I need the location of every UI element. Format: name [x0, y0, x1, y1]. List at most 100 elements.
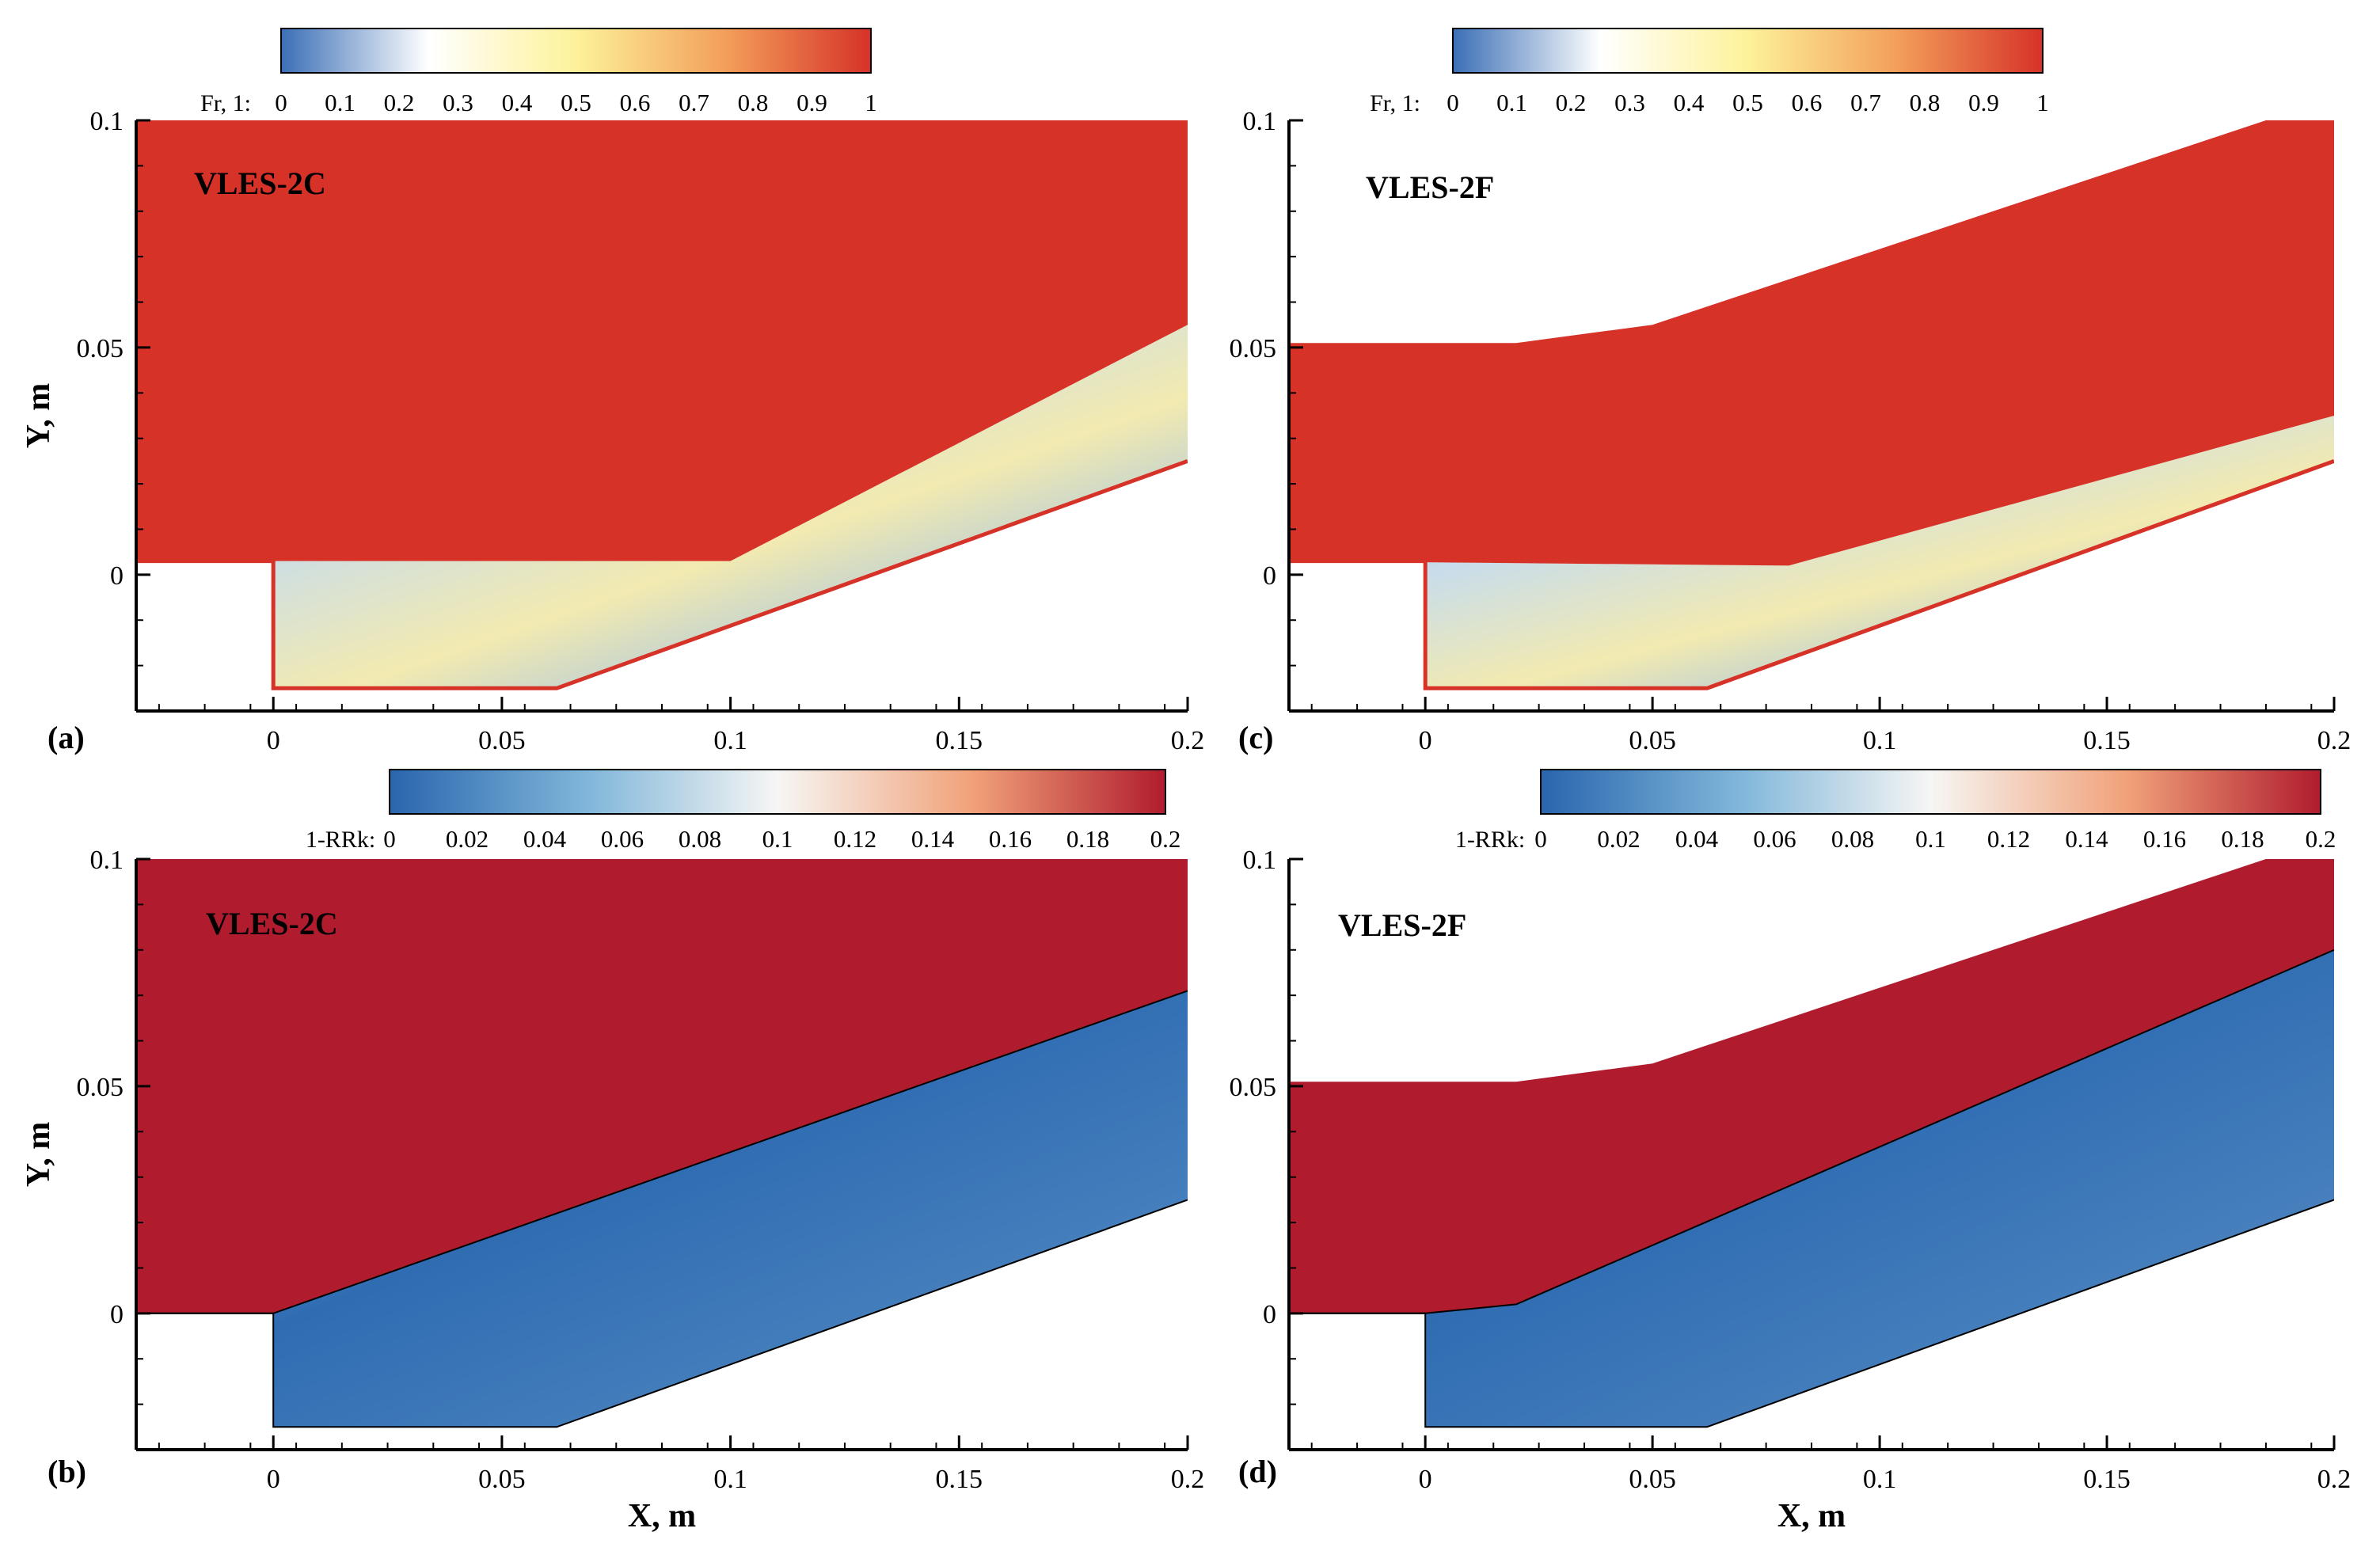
x-tick-label: 0.1	[713, 1465, 747, 1494]
wall-boundary	[1289, 459, 2334, 690]
colorbar-tick-label: 0	[1534, 825, 1547, 853]
colorbar-tick-label: 0.02	[446, 825, 489, 853]
colorbar-tick-label: 0.06	[1753, 825, 1796, 853]
colorbar-title: Fr, 1:	[1370, 90, 1420, 116]
colorbar-tick-label: 0.08	[679, 825, 721, 853]
x-tick-label: 0.05	[478, 726, 526, 755]
panel-letter: (a)	[48, 720, 85, 755]
colorbar-tick-label: 0.2	[384, 89, 415, 116]
colorbar-tick-label: 0.9	[1968, 89, 1999, 116]
colorbar-tick-label: 0.2	[1150, 825, 1181, 853]
colorbar-title: Fr, 1:	[200, 90, 251, 116]
panel-c: Fr, 1: 0 0.1 0.2 0.3 0.4 0.5 0.6 0.7 0.8 0.9 1 0 0.05…	[1230, 28, 2351, 755]
x-tick-label: 0.2	[1171, 1465, 1205, 1494]
x-tick-label: 0.05	[1629, 726, 1676, 755]
interface-contour	[1289, 949, 2334, 1314]
colorbar-tick-label: 0.08	[1831, 825, 1874, 853]
x-tick-label: 0.15	[2083, 726, 2131, 755]
flow-region	[1289, 949, 2334, 1428]
colorbar-tick-label: 0.7	[679, 89, 709, 116]
x-tick-label: 0.05	[1629, 1465, 1676, 1494]
colorbar-tick-label: 0.4	[502, 89, 533, 116]
x-tick-label: 0.15	[936, 1465, 983, 1494]
colorbar-tick-label: 0	[383, 825, 396, 853]
colorbar-tick-label: 0.1	[1915, 825, 1946, 853]
y-tick-label: 0.1	[1243, 846, 1277, 875]
model-label: VLES-2F	[1366, 169, 1494, 205]
x-tick-label: 0.2	[2317, 726, 2351, 755]
colorbar-tick-label: 0.8	[738, 89, 769, 116]
colorbar-tick-label: 1	[2036, 89, 2049, 116]
plot-area	[136, 120, 1188, 690]
colorbar-tick-label: 1	[865, 89, 877, 116]
colorbar-tick-label: 0.3	[443, 89, 473, 116]
colorbar	[1540, 769, 2321, 815]
colorbar-tick-label: 0.14	[911, 825, 955, 853]
colorbar-tick-label: 0.04	[523, 825, 567, 853]
colorbar-tick-label: 0.6	[620, 89, 651, 116]
colorbar-tick-label: 0.02	[1597, 825, 1640, 853]
colorbar-tick-label: 0.7	[1850, 89, 1881, 116]
colorbar-tick-label: 0.3	[1614, 89, 1645, 116]
colorbar-tick-label: 0.2	[2306, 825, 2336, 853]
colorbar-title: 1-RRk:	[306, 827, 375, 853]
model-label: VLES-2C	[194, 165, 326, 201]
y-tick-label: 0.05	[1230, 1073, 1277, 1102]
colorbar-tick-label: 0	[275, 89, 287, 116]
flow-region	[136, 990, 1188, 1428]
colorbar-tick-label: 0.8	[1910, 89, 1941, 116]
y-tick-label: 0.1	[90, 107, 124, 136]
saturated-region	[136, 120, 1188, 561]
colorbar-tick-label: 0.6	[1792, 89, 1823, 116]
plot-area	[1289, 859, 2334, 1428]
x-tick-label: 0.05	[478, 1465, 526, 1494]
x-axis-label: X, m	[1777, 1498, 1846, 1534]
saturated-region	[136, 859, 1188, 1314]
x-axis-label: X, m	[628, 1498, 696, 1534]
colorbar-tick-label: 0.16	[989, 825, 1032, 853]
colorbar-tick-label: 0.12	[1987, 825, 2030, 853]
colorbar-tick-label: 0.4	[1674, 89, 1705, 116]
y-axis-label: Y, m	[21, 1122, 57, 1187]
x-tick-label: 0	[267, 1465, 280, 1494]
panel-letter: (c)	[1238, 720, 1273, 755]
y-tick-label: 0.05	[77, 1073, 124, 1102]
y-tick-label: 0.05	[1230, 334, 1277, 363]
flow-region	[136, 325, 1188, 689]
y-tick-label: 0.1	[1243, 107, 1277, 136]
y-tick-label: 0.05	[77, 334, 124, 363]
panel-a: Fr, 1: 0 0.1 0.2 0.3 0.4 0.5 0.6 0.7 0.8 0.9 1 0 0.05…	[21, 28, 1204, 755]
colorbar-tick-label: 0.06	[601, 825, 644, 853]
colorbar-tick-label: 0.12	[834, 825, 876, 853]
x-tick-label: 0	[267, 726, 280, 755]
colorbar-tick-label: 0.1	[325, 89, 355, 116]
saturated-region	[1289, 859, 2334, 1314]
x-tick-label: 0.1	[1863, 1465, 1897, 1494]
x-tick-label: 0.15	[936, 726, 983, 755]
model-label: VLES-2F	[1338, 907, 1466, 943]
panel-letter: (b)	[48, 1454, 86, 1489]
colorbar-tick-label: 0.14	[2065, 825, 2108, 853]
panel-letter: (d)	[1238, 1454, 1277, 1489]
y-tick-label: 0	[1263, 1300, 1276, 1329]
panel-b: 1-RRk: 0 0.02 0.04 0.06 0.08 0.1 0.12 0.14 0.16 0.…	[21, 769, 1205, 1534]
x-tick-label: 0	[1419, 1465, 1432, 1494]
colorbar-title: 1-RRk:	[1455, 827, 1525, 853]
colorbar-tick-label: 0	[1447, 89, 1459, 116]
y-tick-label: 0	[110, 561, 124, 591]
panel-d: 1-RRk: 0 0.02 0.04 0.06 0.08 0.1 0.12 0.14 0.16 0.…	[1230, 769, 2351, 1534]
colorbar-tick-label: 0.2	[1556, 89, 1587, 116]
colorbar	[1452, 28, 2044, 74]
y-tick-label: 0.1	[90, 846, 124, 875]
colorbar-tick-label: 0.18	[2221, 825, 2264, 853]
saturated-region	[1289, 120, 2334, 566]
y-axis-label: Y, m	[21, 383, 57, 448]
colorbar-tick-label: 0.18	[1066, 825, 1109, 853]
plot-area	[136, 859, 1188, 1428]
colorbar-tick-label: 0.5	[561, 89, 591, 116]
x-tick-label: 0.1	[713, 726, 747, 755]
colorbar-tick-label: 0.9	[797, 89, 827, 116]
colorbar-tick-label: 0.5	[1732, 89, 1763, 116]
plot-area	[1289, 120, 2334, 690]
interface-contour	[136, 990, 1188, 1314]
